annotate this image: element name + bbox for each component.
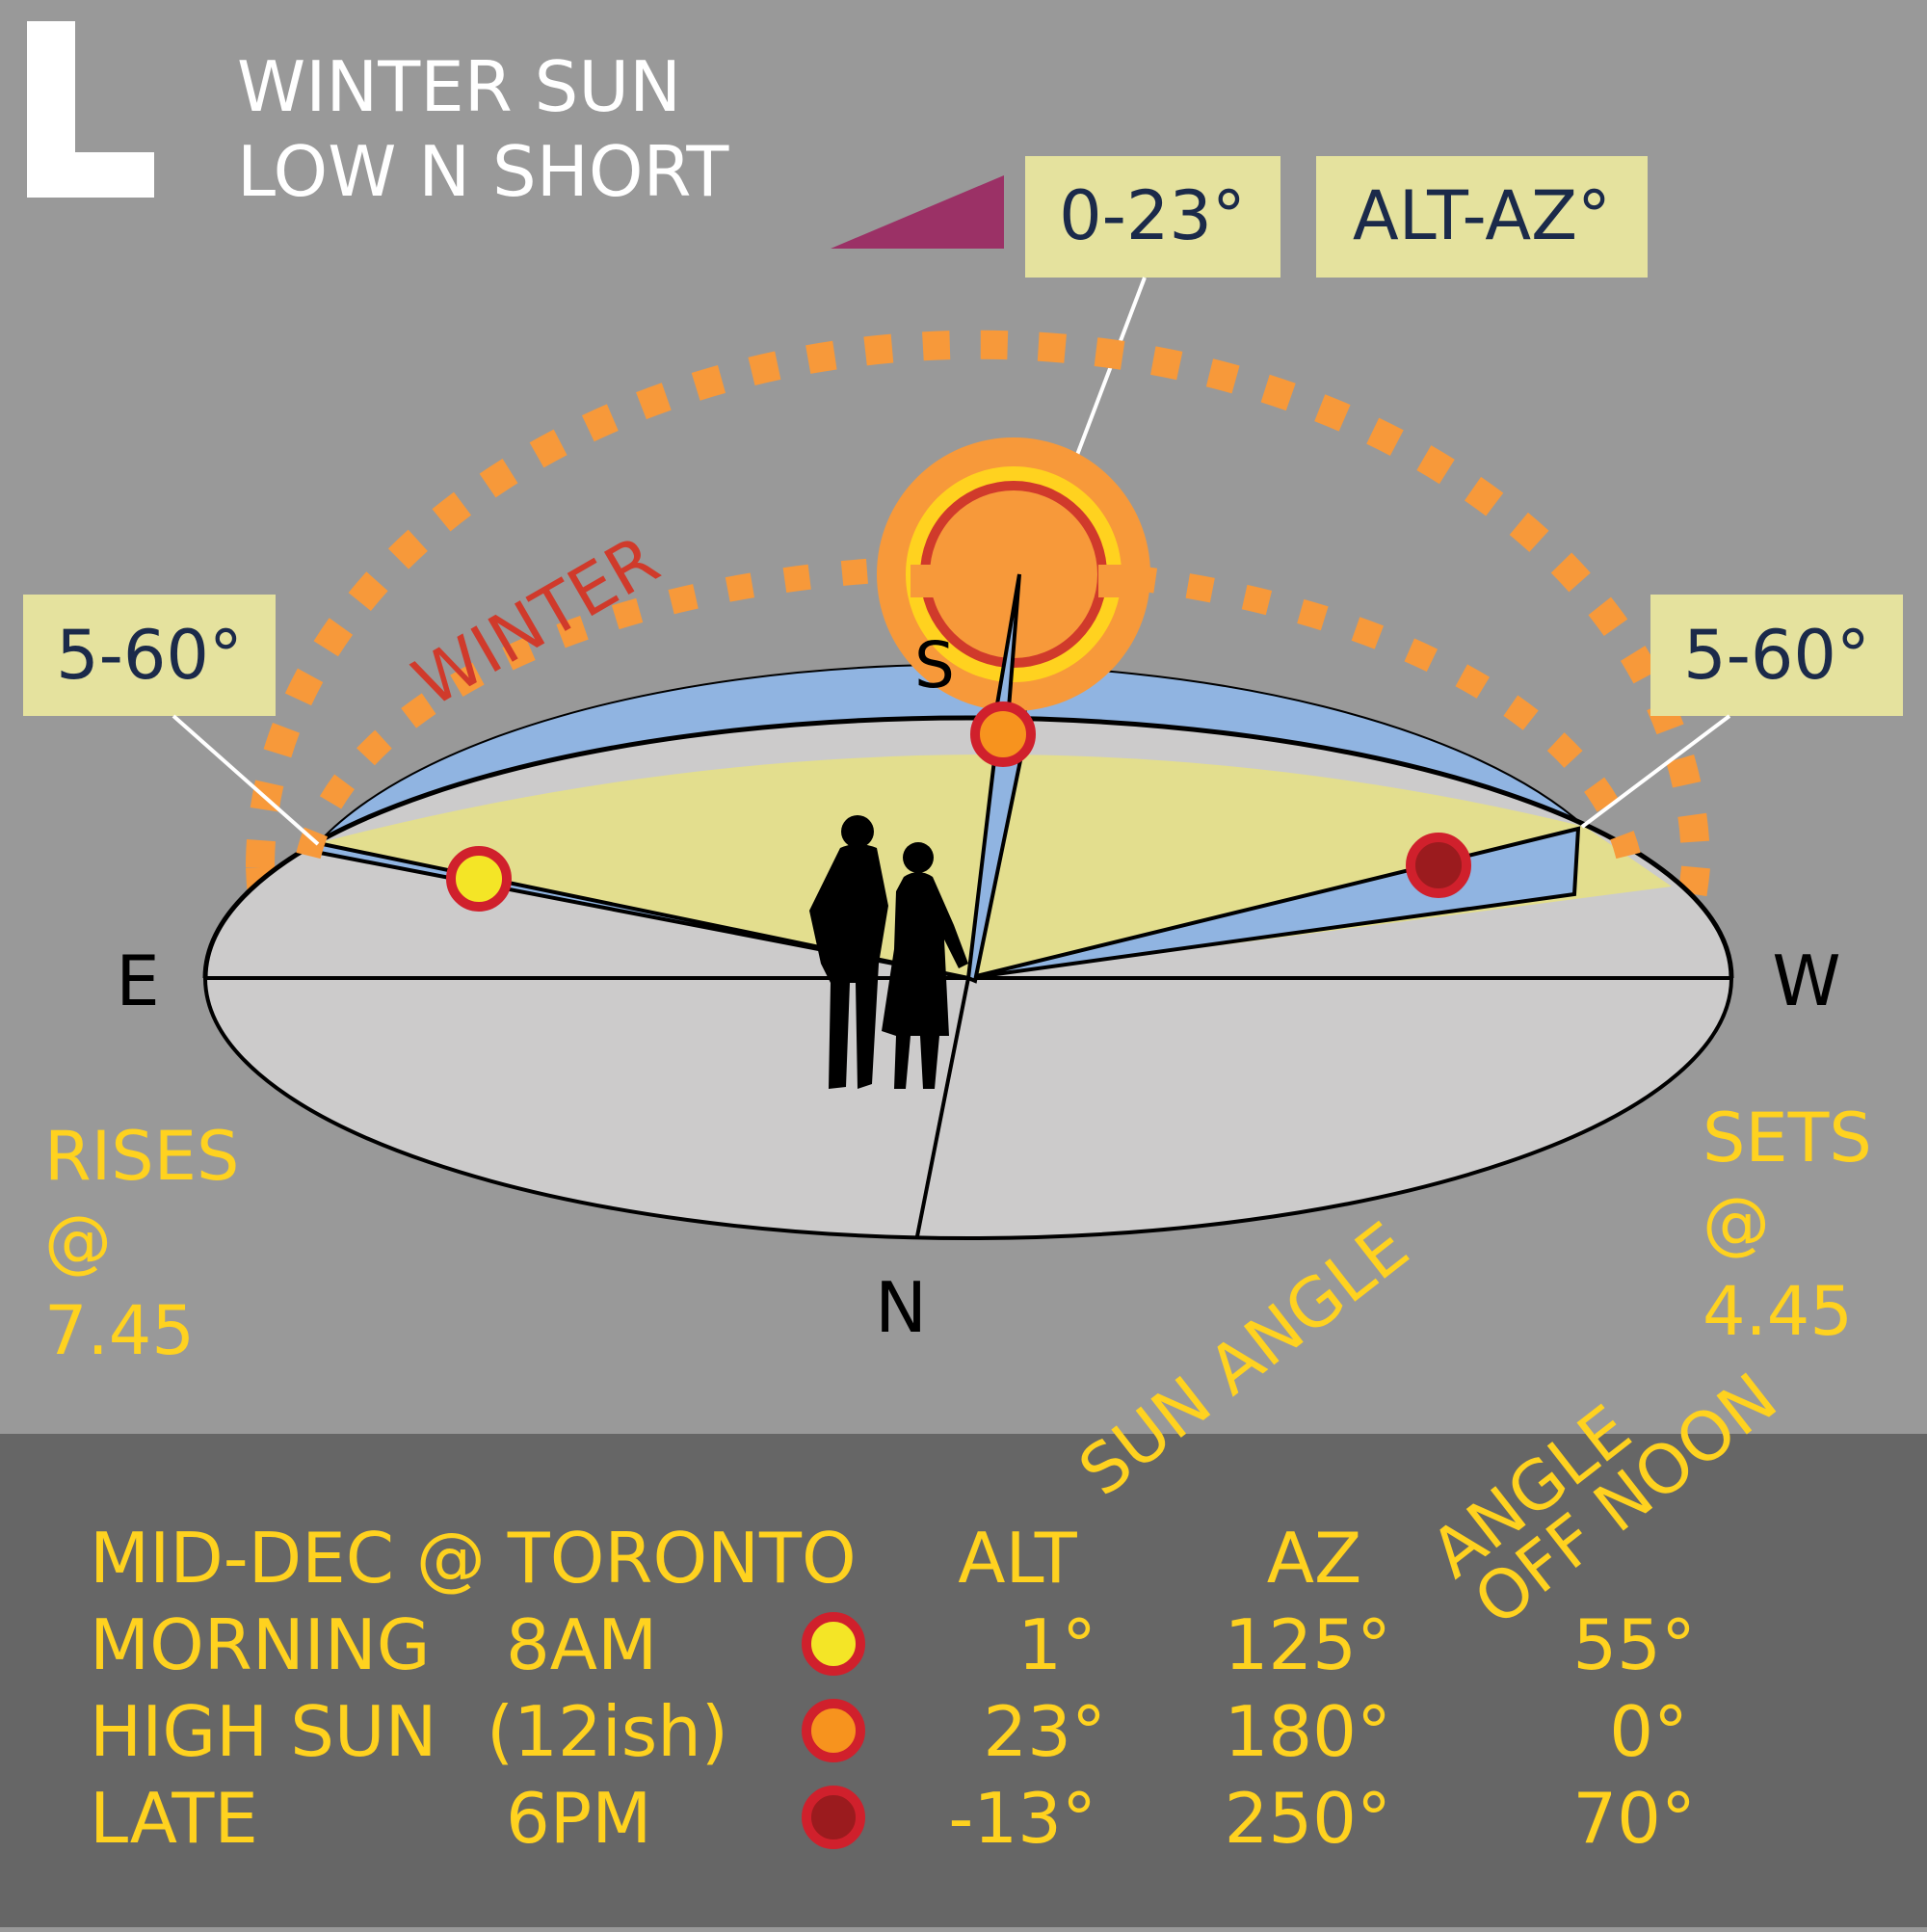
row-morning-marker <box>802 1612 865 1676</box>
west-label: W <box>1772 940 1840 1021</box>
noon-sun-marker <box>970 701 1036 767</box>
rises-at: @ <box>44 1202 112 1281</box>
set-range-box <box>1650 595 1903 716</box>
row-high-sun-time: (12ish) <box>487 1691 728 1772</box>
noon-sun-icon <box>877 437 1150 711</box>
rises-time: 7.45 <box>44 1291 195 1370</box>
row-morning-off-noon: 55° <box>1572 1604 1696 1685</box>
rises-label: RISES <box>44 1117 239 1196</box>
row-late-az: 250° <box>1225 1778 1391 1859</box>
alt-az-box <box>1316 156 1648 278</box>
south-label: S <box>914 628 955 702</box>
alt-az-label: ALT-AZ° <box>1353 176 1611 255</box>
row-late-name: LATE <box>90 1778 258 1859</box>
late-sun-marker <box>1406 833 1471 898</box>
east-label: E <box>116 940 160 1021</box>
section-letter-l <box>27 21 154 198</box>
set-range-label: 5-60° <box>1683 616 1870 695</box>
table-az-header: AZ <box>1267 1518 1362 1599</box>
title-line-1: WINTER SUN <box>237 46 681 127</box>
noon-range-label: 0-23° <box>1059 176 1246 255</box>
row-morning-az: 125° <box>1225 1604 1391 1685</box>
noon-range-box <box>1025 156 1280 278</box>
rise-range-label: 5-60° <box>56 616 243 695</box>
sets-label: SETS <box>1703 1098 1872 1178</box>
row-high-sun-off-noon: 0° <box>1609 1691 1688 1772</box>
row-morning-alt: 1° <box>1017 1604 1096 1685</box>
couple-silhouette-icon <box>809 815 968 1089</box>
row-late-off-noon: 70° <box>1572 1778 1696 1859</box>
table-location-header: MID-DEC @ TORONTO <box>90 1518 857 1599</box>
rise-range-box <box>23 595 276 716</box>
row-late-marker <box>802 1786 865 1849</box>
morning-sun-marker <box>446 846 512 912</box>
row-high-sun-az: 180° <box>1225 1691 1391 1772</box>
north-label: N <box>875 1267 927 1348</box>
sets-time: 4.45 <box>1703 1272 1853 1351</box>
row-morning-name: MORNING <box>90 1604 431 1685</box>
table-alt-header: ALT <box>958 1518 1077 1599</box>
row-late-alt: -13° <box>948 1778 1096 1859</box>
north-axis <box>915 977 970 1237</box>
row-late-time: 6PM <box>506 1778 651 1859</box>
outer-sun-path-arc <box>246 330 1710 868</box>
rise-leader-line <box>172 714 320 846</box>
row-high-sun-alt: 23° <box>983 1691 1106 1772</box>
sets-at: @ <box>1703 1183 1770 1262</box>
title-line-2: LOW N SHORT <box>237 131 729 212</box>
row-morning-time: 8AM <box>506 1604 657 1685</box>
row-high-sun-name: HIGH SUN <box>90 1691 436 1772</box>
row-high-sun-marker <box>802 1699 865 1762</box>
angle-wedge-icon <box>831 175 1004 249</box>
footer-panel <box>0 1434 1927 1927</box>
set-leader-line <box>1580 714 1731 829</box>
